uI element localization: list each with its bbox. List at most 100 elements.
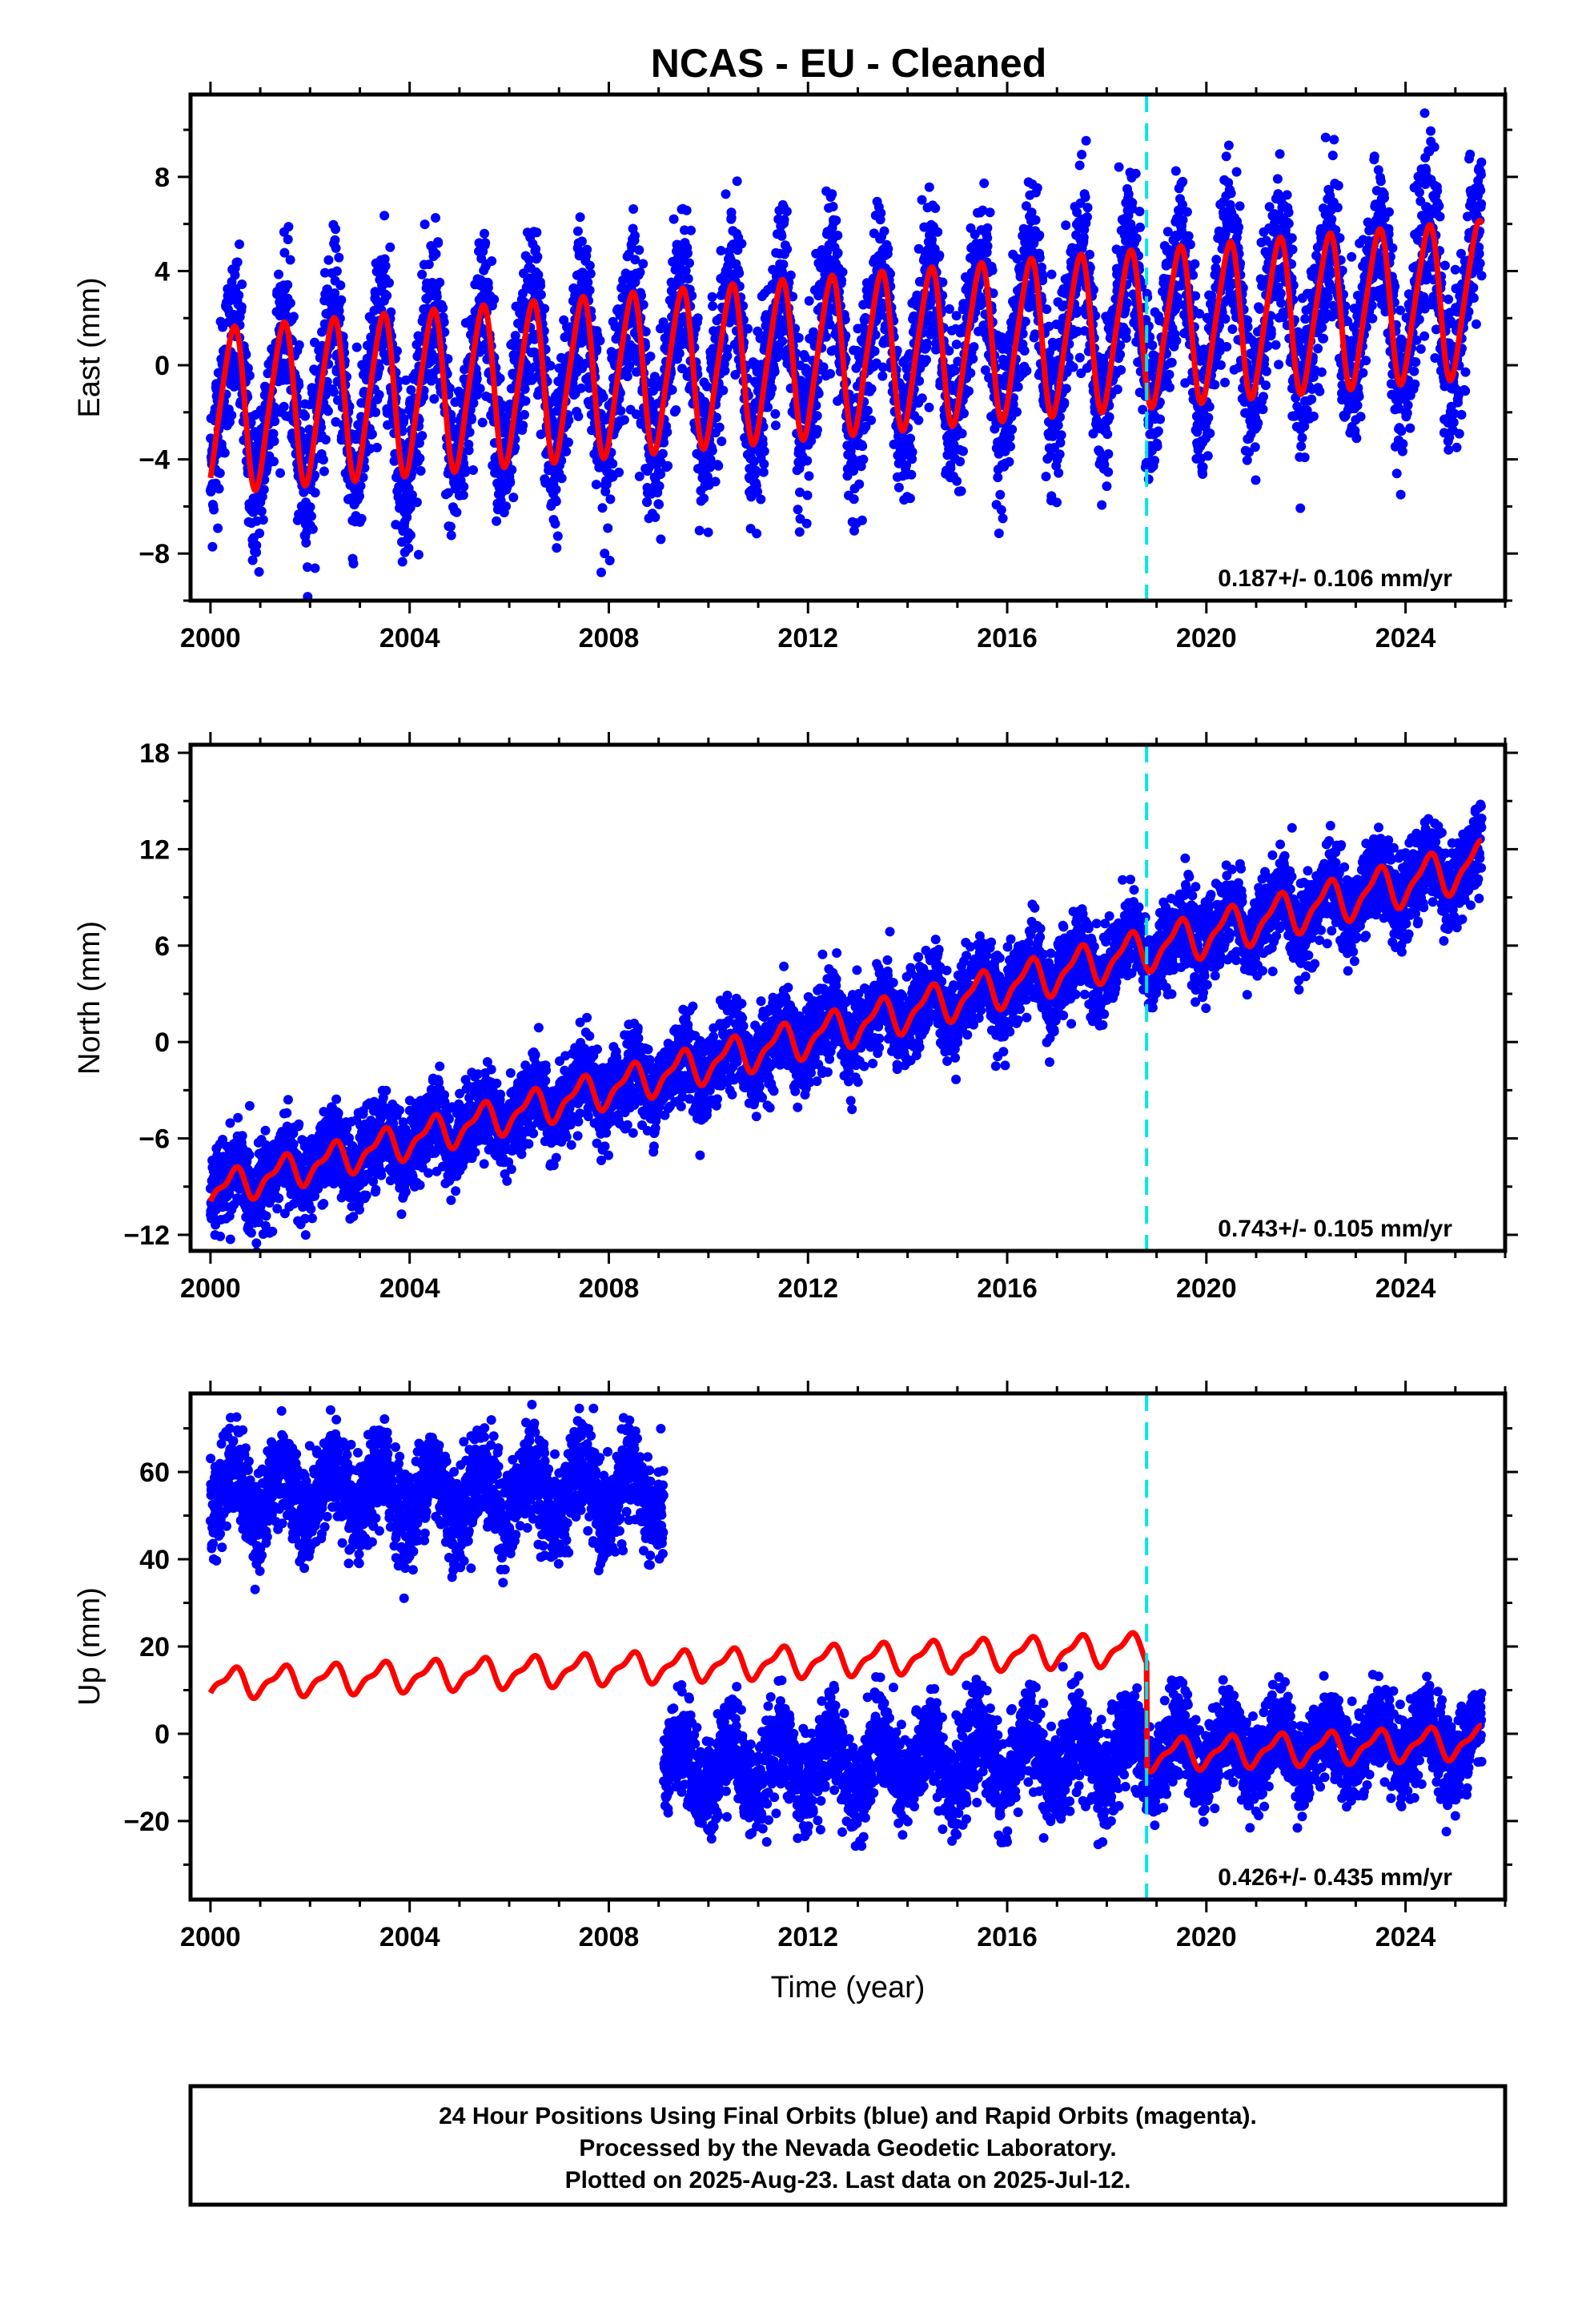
data-point xyxy=(893,482,904,493)
data-point xyxy=(957,428,967,439)
data-point xyxy=(269,436,279,446)
data-point xyxy=(921,355,931,365)
data-point xyxy=(443,488,453,498)
data-point xyxy=(540,304,550,314)
data-point xyxy=(585,268,596,279)
data-point xyxy=(1052,497,1062,508)
data-point xyxy=(1019,346,1030,356)
data-point xyxy=(331,266,342,276)
data-point xyxy=(355,480,366,491)
data-point xyxy=(995,489,1006,500)
data-point xyxy=(446,530,456,541)
data-point xyxy=(1178,176,1188,187)
data-point xyxy=(794,527,805,537)
data-point xyxy=(348,558,359,569)
data-point xyxy=(879,226,889,236)
data-point xyxy=(489,294,500,304)
data-point xyxy=(708,301,718,312)
data-point xyxy=(294,380,304,391)
data-point xyxy=(307,511,316,521)
data-point xyxy=(255,529,265,538)
data-point xyxy=(598,392,608,402)
data-point xyxy=(782,244,793,255)
data-point xyxy=(654,481,665,491)
data-point xyxy=(369,305,379,316)
data-point xyxy=(686,225,696,235)
data-point xyxy=(551,485,561,495)
data-point xyxy=(869,346,880,356)
data-point xyxy=(444,383,455,393)
data-point xyxy=(1190,259,1200,269)
data-point xyxy=(635,267,645,277)
data-point xyxy=(654,499,665,509)
data-point xyxy=(1164,369,1174,380)
data-point xyxy=(209,505,219,515)
data-point xyxy=(979,178,990,188)
data-point xyxy=(1170,166,1181,176)
data-point xyxy=(930,203,941,213)
data-point xyxy=(227,410,237,420)
data-point xyxy=(424,259,434,270)
data-point xyxy=(944,346,954,356)
data-point xyxy=(552,543,562,553)
data-point xyxy=(468,465,478,475)
data-point xyxy=(622,372,632,381)
data-point xyxy=(520,384,530,394)
data-point xyxy=(770,420,781,431)
data-point xyxy=(998,513,1008,524)
data-point xyxy=(374,390,384,400)
data-point xyxy=(671,405,681,415)
data-point xyxy=(275,468,285,478)
data-point xyxy=(718,385,729,396)
data-point xyxy=(759,446,769,456)
data-point xyxy=(331,243,341,253)
data-point xyxy=(439,317,449,328)
data-point xyxy=(952,476,962,486)
data-point xyxy=(475,347,485,357)
data-point xyxy=(532,251,543,262)
data-point xyxy=(330,235,340,245)
data-point xyxy=(857,515,867,525)
data-point xyxy=(595,336,605,346)
data-point xyxy=(710,476,721,487)
data-point xyxy=(812,424,822,435)
data-point xyxy=(310,470,320,480)
data-point xyxy=(285,255,295,265)
data-point xyxy=(416,466,426,476)
figure-title: NCAS - EU - Cleaned xyxy=(651,41,1047,86)
data-point xyxy=(1074,352,1085,363)
data-point xyxy=(480,238,491,248)
data-point xyxy=(866,415,877,425)
data-point xyxy=(294,340,304,350)
data-point xyxy=(432,292,442,302)
data-point xyxy=(464,445,474,456)
data-point xyxy=(285,298,295,308)
data-point xyxy=(717,436,727,447)
data-point xyxy=(256,506,267,517)
data-point xyxy=(1042,304,1052,315)
data-point xyxy=(412,497,422,508)
data-point xyxy=(392,346,402,356)
data-point xyxy=(1185,239,1195,250)
data-point xyxy=(681,205,692,215)
data-point xyxy=(397,557,408,567)
data-point xyxy=(657,448,668,459)
data-point xyxy=(958,446,968,456)
data-point xyxy=(243,363,253,373)
east-panel: 2000 2004 2008 2012 2016 2020 2024−8−4048East … xyxy=(73,82,1518,653)
data-point xyxy=(591,480,601,489)
data-point xyxy=(685,258,694,268)
data-point xyxy=(310,563,320,573)
data-point xyxy=(722,351,733,361)
data-point xyxy=(536,280,546,291)
data-point xyxy=(955,456,966,467)
data-point xyxy=(638,259,648,269)
data-point xyxy=(1103,448,1114,459)
data-point xyxy=(319,466,329,476)
data-point xyxy=(683,274,693,283)
data-point xyxy=(305,502,315,513)
data-point xyxy=(982,223,993,233)
data-point xyxy=(959,408,969,419)
data-point xyxy=(244,371,255,380)
data-point xyxy=(907,447,917,457)
